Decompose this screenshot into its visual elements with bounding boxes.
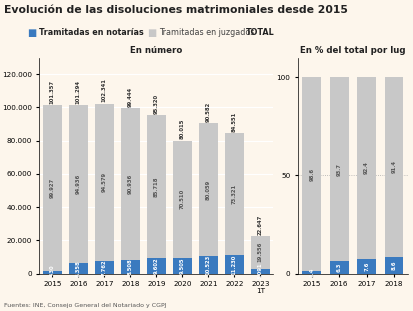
Bar — [198, 256, 217, 274]
Text: 94.936: 94.936 — [76, 174, 81, 194]
Text: 8.508: 8.508 — [128, 258, 133, 275]
Bar — [384, 257, 402, 274]
Text: 10.523: 10.523 — [205, 255, 210, 275]
Text: 102.341: 102.341 — [102, 78, 107, 102]
Text: 99.927: 99.927 — [50, 178, 55, 198]
Text: 90.582: 90.582 — [205, 101, 210, 122]
Text: 70.510: 70.510 — [179, 189, 184, 209]
Bar — [198, 123, 217, 256]
Text: 7.762: 7.762 — [102, 259, 107, 276]
Text: 9.602: 9.602 — [153, 258, 159, 274]
Bar — [356, 259, 375, 274]
Text: 85.718: 85.718 — [153, 176, 159, 197]
Text: 19.556: 19.556 — [257, 242, 262, 262]
Text: 1.4: 1.4 — [309, 268, 313, 277]
Text: 8.6: 8.6 — [391, 261, 396, 270]
Text: Tramitadas en juzgados: Tramitadas en juzgados — [159, 28, 254, 37]
Bar — [224, 133, 243, 255]
Bar — [69, 105, 88, 263]
Bar — [147, 258, 165, 274]
Text: Fuentes: INE, Consejo General del Notariado y CGPJ: Fuentes: INE, Consejo General del Notari… — [4, 303, 166, 308]
Text: 93.7: 93.7 — [336, 163, 341, 176]
Text: 22.647: 22.647 — [257, 215, 262, 235]
Text: Tramitadas en notarías: Tramitadas en notarías — [39, 28, 144, 37]
Text: 94.579: 94.579 — [102, 172, 107, 192]
Bar — [302, 77, 320, 271]
Bar — [173, 258, 191, 274]
Text: 84.551: 84.551 — [231, 111, 236, 132]
Text: 11.230: 11.230 — [231, 254, 236, 275]
Bar — [43, 271, 62, 274]
Bar — [250, 236, 269, 268]
Bar — [302, 271, 320, 274]
Bar — [356, 77, 375, 259]
Bar — [43, 105, 62, 271]
Bar — [95, 261, 114, 274]
Text: 92.4: 92.4 — [363, 161, 368, 174]
Text: 3.091: 3.091 — [257, 263, 262, 279]
Bar — [69, 263, 88, 274]
Text: ■: ■ — [27, 28, 36, 38]
Text: 90.936: 90.936 — [128, 174, 133, 194]
Text: 80.059: 80.059 — [205, 179, 210, 200]
Text: 6.358: 6.358 — [76, 260, 81, 277]
Bar — [121, 260, 139, 274]
Bar — [173, 141, 191, 258]
Bar — [329, 261, 348, 274]
Bar — [250, 268, 269, 274]
Text: 73.321: 73.321 — [231, 184, 236, 204]
Text: 101.294: 101.294 — [76, 80, 81, 104]
Text: 91.4: 91.4 — [391, 160, 396, 174]
Text: 80.015: 80.015 — [179, 119, 184, 139]
Bar — [384, 77, 402, 257]
Text: 9.505: 9.505 — [179, 258, 184, 274]
Text: TOTAL: TOTAL — [246, 28, 274, 37]
Text: 99.444: 99.444 — [128, 87, 133, 107]
Text: 101.357: 101.357 — [50, 80, 55, 104]
Text: ■: ■ — [147, 28, 156, 38]
Text: 6.3: 6.3 — [336, 263, 341, 272]
Text: Evolución de las disoluciones matrimoniales desde 2015: Evolución de las disoluciones matrimonia… — [4, 5, 347, 15]
Text: 1.430: 1.430 — [50, 264, 55, 281]
Text: 98.6: 98.6 — [309, 168, 313, 181]
Bar — [147, 115, 165, 258]
Bar — [95, 104, 114, 261]
Text: 95.320: 95.320 — [153, 94, 159, 114]
Bar — [121, 108, 139, 260]
Title: En número: En número — [130, 46, 182, 55]
Title: En % del total por lug: En % del total por lug — [299, 46, 405, 55]
Text: 7.6: 7.6 — [363, 262, 368, 271]
Bar — [329, 77, 348, 261]
Bar — [224, 255, 243, 274]
